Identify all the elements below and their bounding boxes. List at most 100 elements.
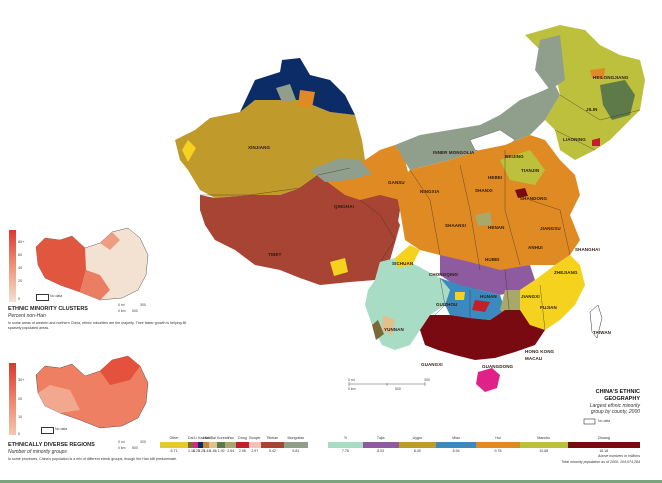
legend-label: Hui <box>495 436 501 440</box>
legend-value: 1.16 <box>188 449 196 453</box>
region-label-shaanxi: SHAANXI <box>445 223 466 228</box>
scale-mi-300: 300 <box>424 378 430 382</box>
inset-scale: 300 <box>140 303 146 307</box>
legend-value: 8.94 <box>452 449 460 453</box>
legend-label: Li <box>194 436 197 440</box>
region-label-inner-mongolia: INNER MONGOLIA <box>433 150 475 155</box>
map-subtitle: Largest ethnic minority group by county,… <box>520 403 640 415</box>
legend-value: 9.78 <box>494 449 502 453</box>
legend-label: Miao <box>452 436 461 440</box>
inset-map-non-han <box>35 227 149 301</box>
inset-scale: 300 <box>140 440 146 444</box>
inset-scale: 0 mi <box>118 440 125 444</box>
scale-mi-0: 0 mi <box>348 378 355 382</box>
legend-swatch-manchu <box>519 442 568 448</box>
ramp-tick: 10 <box>18 415 23 419</box>
legend-value: 2.64 <box>227 449 235 453</box>
legend-value: 2.96 <box>238 449 246 453</box>
legend-swatch-zhuang <box>567 442 640 448</box>
legend-swatch-tibetan <box>261 442 284 448</box>
legend-value: 2.97 <box>251 449 259 453</box>
legend-label: Tujia <box>376 436 385 440</box>
inset-scale: 500 <box>132 446 138 450</box>
scale-km-0: 0 km <box>348 387 356 391</box>
legend-label: Manchu <box>537 436 551 440</box>
legend-label: Yao <box>227 436 234 440</box>
map-title: CHINA'S ETHNIC GEOGRAPHY <box>520 389 640 402</box>
legend-label: Bai <box>210 436 216 440</box>
legend-value: 8.03 <box>377 449 385 453</box>
inset-title: ETHNIC MINORITY CLUSTERS <box>8 306 88 312</box>
map-subtitle-line2: group by county, 2000 <box>590 409 640 415</box>
legend-label: Dai <box>188 436 194 440</box>
region-label-hong-kong: HONG KONG <box>525 349 555 354</box>
inset-scale: 500 <box>132 309 138 313</box>
region-label-shanxi: SHANXI <box>475 188 493 193</box>
legend-value: 5.42 <box>268 449 276 453</box>
inset-description: In some areas of western and northern Ch… <box>8 321 187 330</box>
ramp-tick: 20 <box>18 397 23 401</box>
legend-value: 1.25 <box>198 449 206 453</box>
legend-swatch-dai <box>188 442 193 448</box>
inset-subtitle: Number of minority groups <box>8 449 67 455</box>
inset-scale: 0 km <box>118 446 126 450</box>
legend-swatch-bouyei <box>248 442 262 448</box>
region-label-jiangxi: JIANGXI <box>521 294 540 299</box>
region-label-beijing: BEIJING <box>505 154 524 159</box>
inset-description: In some provinces, China's population is… <box>8 457 178 461</box>
legend-note-units: Above numbers in millions <box>598 454 640 458</box>
region-label-macau: MACAU <box>525 356 543 361</box>
region-label-hunan: HUNAN <box>480 294 497 299</box>
footer-bar <box>0 480 662 483</box>
legend-value: 6.71 <box>170 449 178 453</box>
region-label-yunnan: YUNNAN <box>384 327 404 332</box>
no-data-label: No data <box>50 294 63 298</box>
legend-swatch-uygur <box>398 442 437 448</box>
legend-value: 1.25 <box>192 449 200 453</box>
inset-scale: 0 km <box>118 309 126 313</box>
legend-swatch-hui <box>476 442 520 448</box>
ramp-tick: 0 <box>18 297 21 301</box>
color-ramp-percent <box>9 230 16 302</box>
color-ramp-groups <box>9 363 16 435</box>
legend-value: 1.86 <box>209 449 217 453</box>
region-label-anhui: ANHUI <box>528 245 543 250</box>
region-label-taiwan: TAIWAN <box>593 330 612 335</box>
region-label-zhejiang: ZHEJIANG <box>554 270 578 275</box>
legend-note-total: Total minority population as of 2000: 10… <box>561 460 640 464</box>
legend-label: Dong <box>238 436 247 440</box>
legend-label: Yi <box>343 436 347 440</box>
region-label-jiangsu: JIANGSU <box>540 226 561 231</box>
region-label-guangxi: GUANGXI <box>421 362 443 367</box>
no-data-swatch <box>41 427 54 434</box>
legend-label: Bouyei <box>249 436 261 440</box>
no-data-label: No data <box>55 427 68 431</box>
inset-title: ETHNICALLY DIVERSE REGIONS <box>8 442 95 448</box>
legend-label: Hani <box>203 436 211 440</box>
region-label-ningxia: NINGXIA <box>420 189 440 194</box>
region-label-fujian: FUJIAN <box>540 305 557 310</box>
legend-swatch-kazakh <box>198 442 204 448</box>
legend-swatch-li <box>192 442 199 448</box>
legend-swatch-mongolian <box>283 442 308 448</box>
region-label-liaoning: LIAONING <box>563 137 586 142</box>
legend-value: 1.44 <box>203 449 211 453</box>
region-label-heilongjiang: HEILONGJIANG <box>593 75 629 80</box>
ramp-tick: 30+ <box>18 378 25 382</box>
legend-label: Zhuang <box>597 436 610 440</box>
legend-value: 7.76 <box>341 449 349 453</box>
legend-value: 8.40 <box>413 449 421 453</box>
region-label-hebei: HEBEI <box>488 175 503 180</box>
region-label-xinjiang: XINJIANG <box>248 145 271 150</box>
region-label-sichuan: SICHUAN <box>392 261 414 266</box>
region-label-henan: HENAN <box>488 225 505 230</box>
legend-label: Other <box>169 436 179 440</box>
no-data-swatch <box>36 294 49 301</box>
legend-swatch-tujia <box>362 442 399 448</box>
ramp-tick: 40 <box>18 266 23 270</box>
legend-label: Uygur <box>412 436 423 440</box>
inset-subtitle: Percent non-Han <box>8 313 46 319</box>
ramp-tick: 0 <box>18 432 21 436</box>
region-label-gansu: GANSU <box>388 180 405 185</box>
